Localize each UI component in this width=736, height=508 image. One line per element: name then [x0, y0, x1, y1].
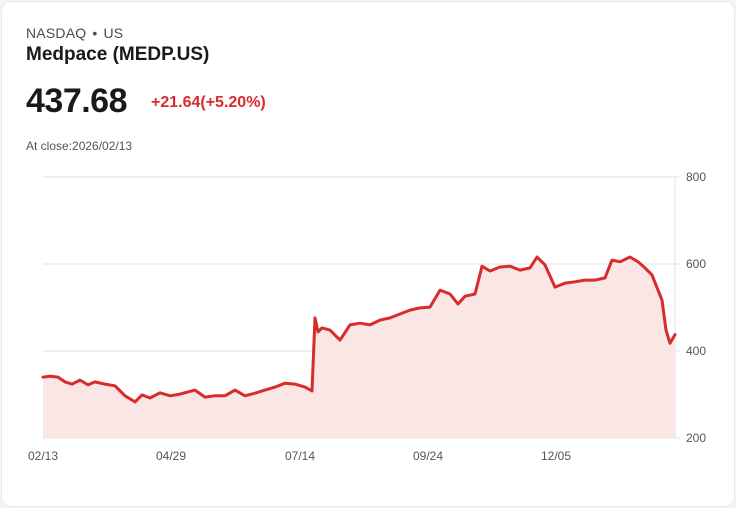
x-tick-label: 07/14 — [285, 449, 315, 463]
y-tick-label: 800 — [686, 170, 706, 184]
exchange-line: NASDAQ • US — [26, 25, 123, 41]
price-area-fill — [43, 257, 675, 438]
x-tick-label: 09/24 — [413, 449, 443, 463]
region: US — [103, 25, 124, 41]
y-axis: 800 600 400 200 — [686, 170, 706, 445]
stock-price: 437.68 — [26, 82, 128, 120]
x-tick-label: 04/29 — [156, 449, 186, 463]
y-tick-label: 200 — [686, 431, 706, 445]
y-tick-label: 400 — [686, 344, 706, 358]
close-date: At close:2026/02/13 — [26, 139, 133, 153]
stock-name: Medpace (MEDP.US) — [26, 44, 210, 65]
exchange-name: NASDAQ — [26, 25, 87, 41]
price-line — [41, 255, 677, 404]
price-change: +21.64(+5.20%) — [151, 94, 266, 111]
separator-dot: • — [92, 25, 98, 41]
x-tick-label: 02/13 — [28, 449, 58, 463]
x-tick-label: 12/05 — [541, 449, 571, 463]
y-tick-label: 600 — [686, 257, 706, 271]
x-axis: 02/13 04/29 07/14 09/24 12/05 — [28, 449, 571, 463]
